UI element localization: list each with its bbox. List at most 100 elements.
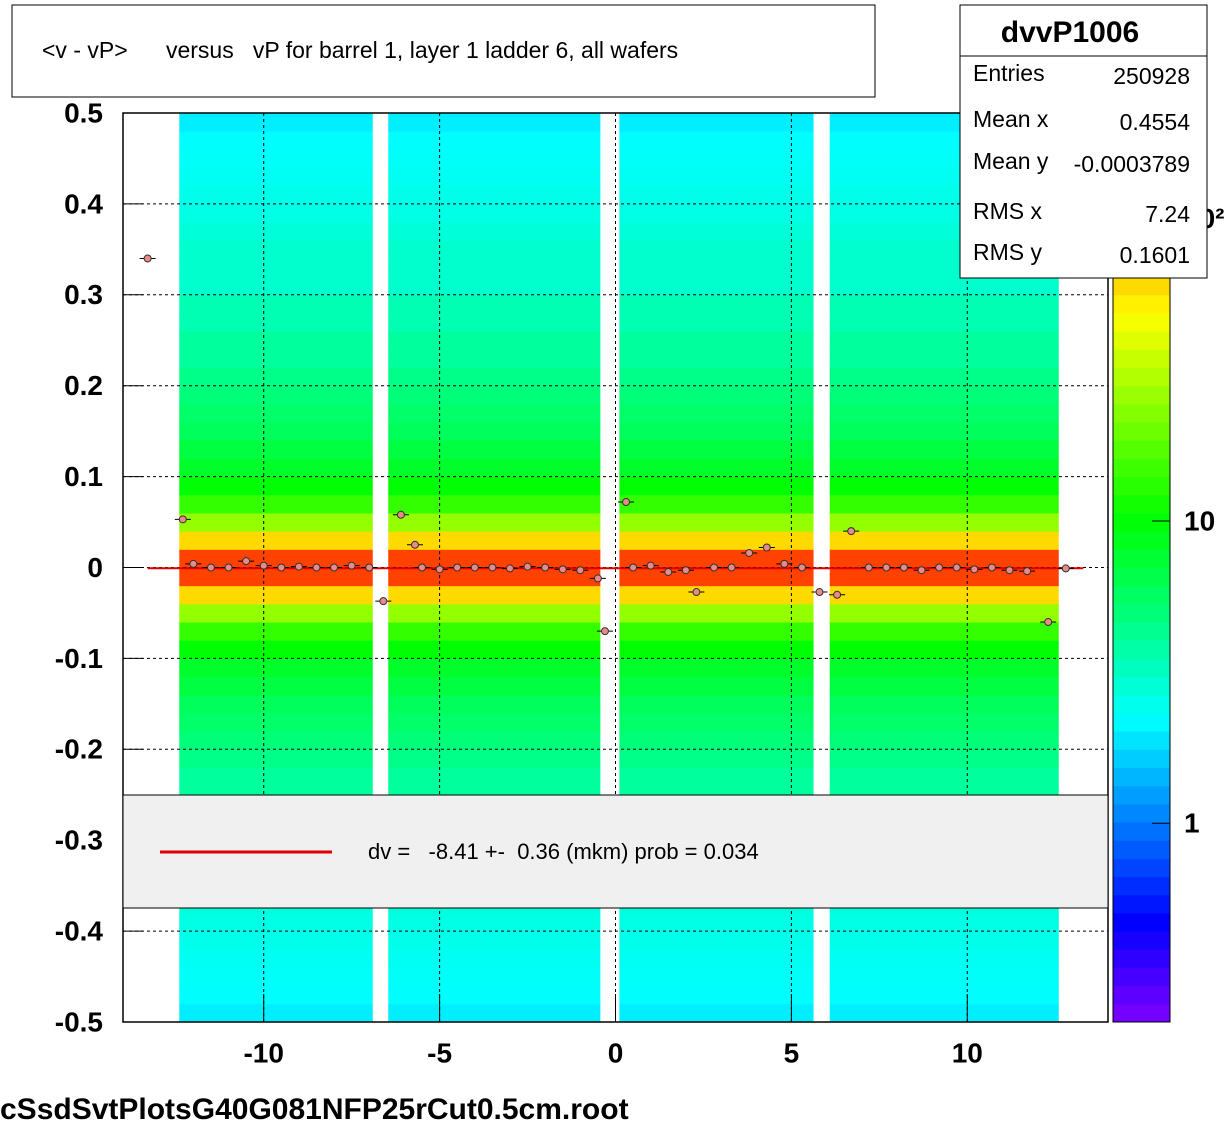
y-tick-label: 0 <box>87 552 103 583</box>
heat-cell <box>179 531 373 550</box>
heat-cell <box>179 676 373 696</box>
heat-cell <box>179 731 373 750</box>
palette-band <box>1113 349 1170 369</box>
profile-point <box>710 563 718 572</box>
heat-cell <box>179 440 373 459</box>
profile-point <box>987 563 996 572</box>
heat-cell <box>388 240 601 259</box>
heat-cell <box>179 167 373 187</box>
profile-point <box>541 563 550 572</box>
heat-cell <box>829 403 1059 423</box>
heat-cell <box>179 712 373 732</box>
palette-band <box>1113 676 1170 696</box>
palette-band <box>1113 785 1170 805</box>
heat-cell <box>179 658 373 678</box>
heat-cell <box>179 458 373 478</box>
heat-cell <box>179 694 373 714</box>
heat-cell <box>829 603 1059 623</box>
heat-cell <box>388 912 601 932</box>
profile-point <box>593 574 602 583</box>
profile-point <box>365 563 374 572</box>
x-tick-label: 0 <box>608 1037 624 1068</box>
profile-point <box>1044 618 1053 627</box>
heat-cell <box>179 967 373 987</box>
heat-cell <box>619 731 814 750</box>
plot-frame <box>122 112 1109 1023</box>
heat-cell <box>829 658 1059 678</box>
heat-cell <box>619 113 814 132</box>
heat-cell <box>179 312 373 332</box>
heat-cell <box>179 331 373 350</box>
palette-band <box>1113 658 1170 678</box>
heat-cell <box>388 185 601 205</box>
palette-band <box>1113 458 1170 478</box>
y-tick-label: 0.5 <box>64 97 103 128</box>
heat-cell <box>179 494 373 514</box>
profile-point <box>882 563 891 572</box>
profile-point <box>970 565 979 574</box>
palette-band <box>1113 585 1170 605</box>
heat-cell <box>388 494 601 514</box>
x-tick-label: 5 <box>784 1037 800 1068</box>
heat-cell <box>388 931 601 950</box>
heat-cell <box>179 767 373 787</box>
heat-cell <box>388 731 601 750</box>
x-tick-label: -10 <box>243 1037 283 1068</box>
heat-cell <box>179 149 373 169</box>
heat-cell <box>829 585 1059 605</box>
heat-cell <box>619 167 814 187</box>
profile-point <box>1023 567 1032 576</box>
heat-cell <box>179 585 373 605</box>
profile-point <box>629 563 638 572</box>
heat-cell <box>619 1003 814 1022</box>
heat-cell <box>619 131 814 150</box>
profile-point <box>727 563 736 572</box>
heat-cell <box>619 258 814 278</box>
y-tick-label: 0.4 <box>64 188 103 219</box>
heat-cell <box>829 276 1059 296</box>
profile-point <box>600 627 609 636</box>
profile-point <box>347 561 356 570</box>
heat-cell <box>179 603 373 623</box>
heat-cell <box>179 385 373 405</box>
heat-cell <box>179 276 373 296</box>
palette-band <box>1113 603 1170 623</box>
heat-cell <box>388 131 601 150</box>
palette-band <box>1113 494 1170 514</box>
heat-cell <box>388 385 601 405</box>
palette-band <box>1113 876 1170 896</box>
profile-point <box>692 588 701 597</box>
y-tick-label: -0.1 <box>55 643 103 674</box>
heat-cell <box>179 640 373 659</box>
palette-band <box>1113 931 1170 950</box>
palette-band <box>1113 367 1170 387</box>
heat-cell <box>829 731 1059 750</box>
heat-cell <box>179 349 373 369</box>
palette-band <box>1113 640 1170 659</box>
profile-point <box>558 565 567 574</box>
heat-cell <box>619 749 814 768</box>
profile-point <box>418 563 427 572</box>
heat-cell <box>619 385 814 405</box>
heat-cell <box>388 658 601 678</box>
heat-cell <box>619 985 814 1005</box>
profile-point <box>935 563 944 572</box>
heat-cell <box>388 640 601 659</box>
profile-point <box>206 563 215 572</box>
profile-point <box>505 564 514 573</box>
heat-cell <box>388 294 601 314</box>
profile-point <box>523 562 532 571</box>
heat-cell <box>179 258 373 278</box>
heat-cell <box>829 476 1059 496</box>
heat-cell <box>388 331 601 350</box>
profile-point <box>242 557 251 566</box>
heat-cell <box>388 585 601 605</box>
heat-cell <box>388 676 601 696</box>
heat-cell <box>179 113 373 132</box>
palette-band <box>1113 803 1170 823</box>
y-tick-label: 0.2 <box>64 370 103 401</box>
profile-point <box>576 566 585 575</box>
profile-point <box>178 515 187 524</box>
heat-cell <box>619 294 814 314</box>
heat-cell <box>388 949 601 968</box>
